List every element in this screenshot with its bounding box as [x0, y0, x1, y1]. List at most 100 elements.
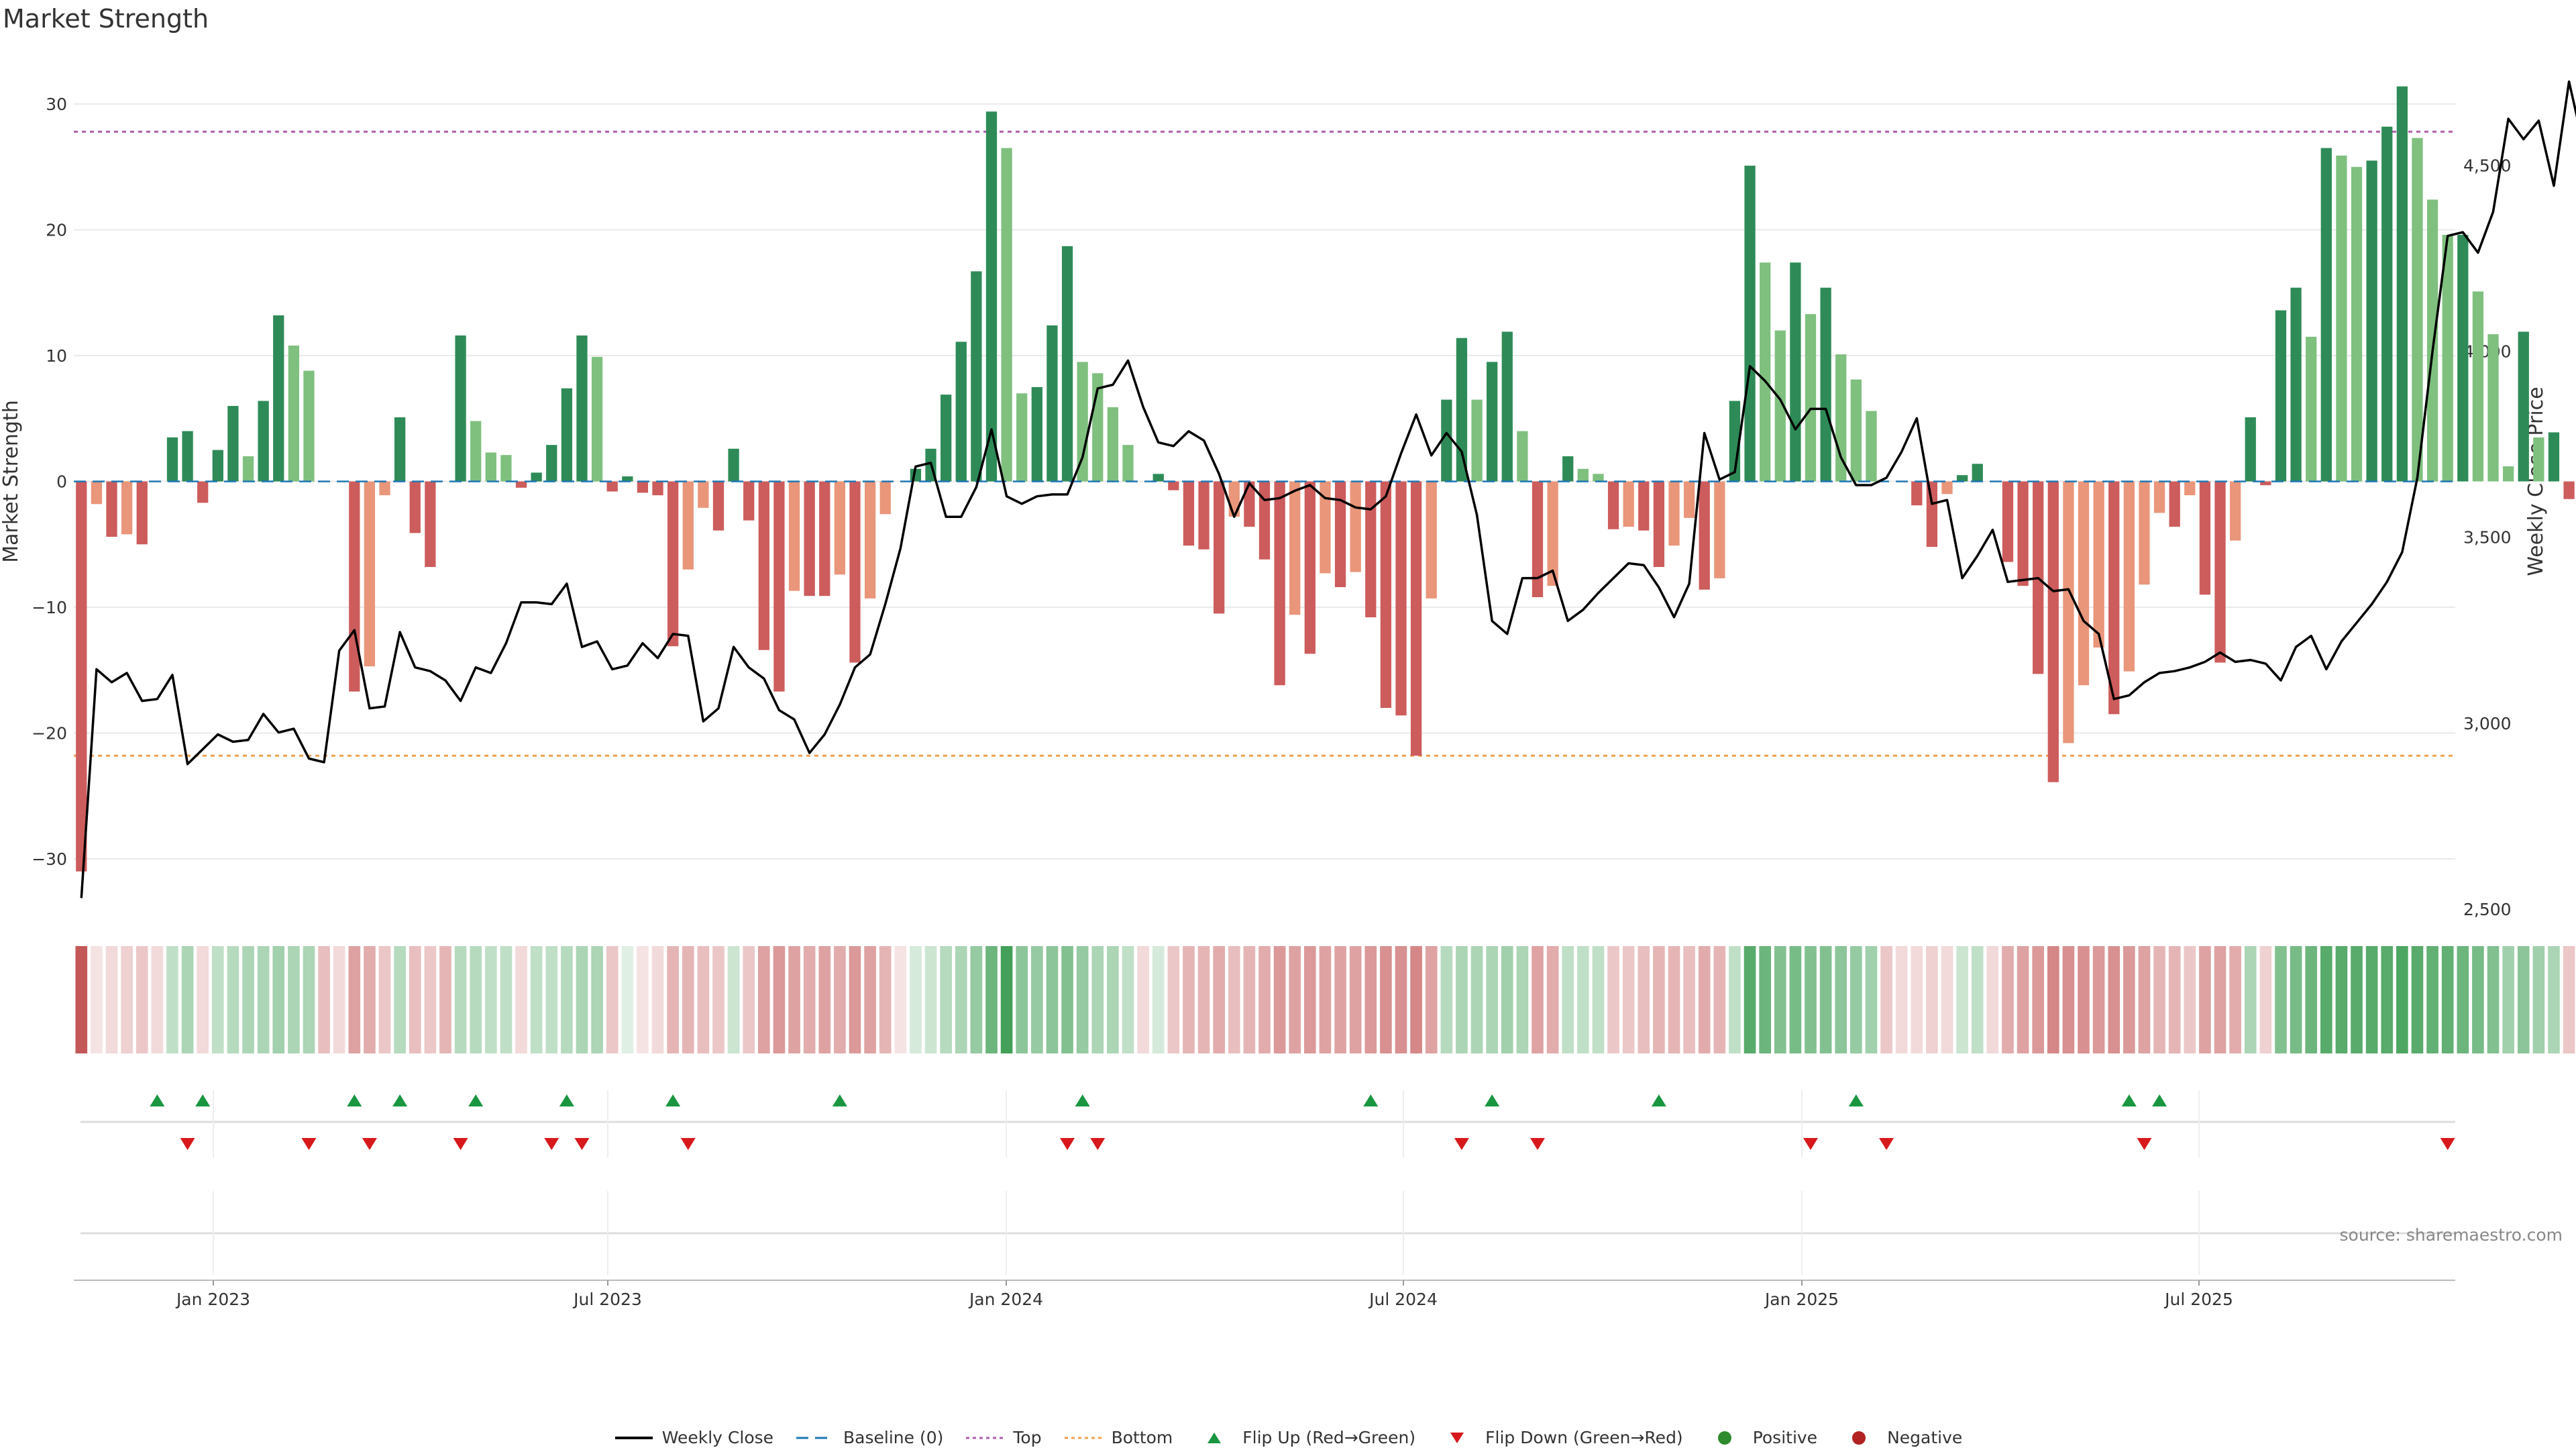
- heat-cell: [1759, 946, 1771, 1053]
- legend-label: Negative: [1887, 1428, 1963, 1447]
- strength-bar: [242, 456, 254, 482]
- flip-up-marker: [1485, 1094, 1500, 1106]
- strength-bar: [1274, 481, 1285, 686]
- heat-cell: [1562, 946, 1574, 1053]
- heat-cell: [1895, 946, 1908, 1053]
- heat-cell: [2502, 946, 2514, 1053]
- heat-cell: [181, 946, 194, 1053]
- heat-cell: [2396, 946, 2408, 1053]
- heat-cell: [272, 946, 285, 1053]
- heat-cell: [1213, 946, 1225, 1053]
- strength-bar: [273, 315, 284, 482]
- flip-down-marker: [180, 1138, 195, 1150]
- heat-cell: [1850, 946, 1862, 1053]
- strength-bar: [1638, 481, 1650, 531]
- heat-cell: [288, 946, 300, 1053]
- heat-cell: [197, 946, 209, 1053]
- flip-up-marker: [1651, 1094, 1666, 1106]
- heat-cell: [1880, 946, 1892, 1053]
- heat-cell: [1835, 946, 1847, 1053]
- strength-bar: [2229, 481, 2241, 541]
- strength-bar: [1016, 393, 1028, 482]
- flip-down-marker: [1090, 1138, 1106, 1150]
- legend-label: Weekly Close: [661, 1428, 774, 1447]
- strength-bar: [971, 271, 982, 482]
- heat-cell: [105, 946, 118, 1053]
- heat-cell: [864, 946, 876, 1053]
- strength-bar: [2169, 481, 2180, 527]
- strength-bar: [1714, 481, 1725, 578]
- heat-cell: [2381, 946, 2394, 1053]
- strength-bar: [1410, 481, 1422, 756]
- strength-bar: [91, 481, 103, 505]
- strength-bar: [955, 342, 967, 482]
- strength-bar: [1487, 362, 1498, 482]
- y-tick-left: −20: [32, 724, 67, 743]
- heat-cell: [1532, 946, 1544, 1053]
- strength-bar: [1107, 407, 1119, 482]
- strength-bar: [76, 481, 87, 872]
- strength-bar: [1244, 481, 1255, 527]
- heat-cell: [1258, 946, 1271, 1053]
- heat-cell: [1228, 946, 1240, 1053]
- heat-cell: [2335, 946, 2348, 1053]
- strength-bar: [2412, 138, 2423, 482]
- chart-legend: Weekly Close Baseline (0) Top Bottom Flip Up…: [0, 1428, 2576, 1450]
- strength-bar: [1122, 445, 1134, 482]
- heat-cell: [1607, 946, 1619, 1053]
- strength-bar: [2533, 437, 2544, 482]
- heat-cell: [1638, 946, 1650, 1053]
- legend-label: Positive: [1752, 1428, 1818, 1447]
- heat-cell: [1137, 946, 1149, 1053]
- heat-cell: [1273, 946, 1286, 1053]
- strength-bar: [1501, 331, 1513, 482]
- heat-cell: [409, 946, 421, 1053]
- heat-cell: [2229, 946, 2241, 1053]
- heat-cell: [2457, 946, 2469, 1053]
- legend-item: Bottom: [1063, 1428, 1173, 1447]
- strength-bar: [2002, 481, 2014, 562]
- strength-bar: [864, 481, 876, 599]
- strength-bar: [1289, 481, 1301, 615]
- strength-bar: [941, 395, 952, 482]
- heat-cell: [637, 946, 649, 1053]
- heat-cell: [318, 946, 330, 1053]
- flip-down-marker: [1060, 1138, 1075, 1150]
- heat-cell: [439, 946, 451, 1053]
- strength-bar: [1911, 481, 1923, 506]
- strength-bar: [500, 455, 512, 482]
- heat-cell: [1956, 946, 1968, 1053]
- heat-cell: [2199, 946, 2211, 1053]
- heat-cell: [924, 946, 937, 1053]
- heat-cell: [1926, 946, 1938, 1053]
- strength-bar: [819, 481, 830, 597]
- strength-bar: [773, 481, 785, 692]
- strength-bar: [1926, 481, 1938, 547]
- heat-cell: [1456, 946, 1468, 1053]
- heat-cell: [454, 946, 467, 1053]
- weekly-close-line: [80, 80, 2576, 898]
- heat-cell: [545, 946, 558, 1053]
- heat-cell: [75, 946, 88, 1053]
- heat-cell: [2078, 946, 2090, 1053]
- heat-cell: [1000, 946, 1013, 1053]
- y-tick-right: 2,500: [2463, 900, 2512, 919]
- heat-cell: [2441, 946, 2454, 1053]
- strength-bar: [1168, 481, 1179, 490]
- x-tick-label: Jan 2024: [968, 1290, 1043, 1309]
- heat-cell: [1683, 946, 1695, 1053]
- strength-bar: [1866, 411, 1877, 482]
- strength-bar: [1334, 481, 1346, 587]
- heat-cell: [1304, 946, 1316, 1053]
- heat-cell: [1805, 946, 1817, 1053]
- strength-bar: [2457, 235, 2469, 482]
- y-tick-left: −10: [32, 598, 67, 617]
- flip-up-marker: [468, 1094, 484, 1106]
- heat-cell: [1592, 946, 1605, 1053]
- legend-item: Top: [965, 1428, 1042, 1447]
- strength-bar: [1562, 456, 1574, 482]
- y-tick-left: 10: [46, 346, 67, 366]
- heat-cell: [2351, 946, 2363, 1053]
- strength-bar: [1031, 386, 1042, 482]
- strength-bar: [425, 481, 436, 567]
